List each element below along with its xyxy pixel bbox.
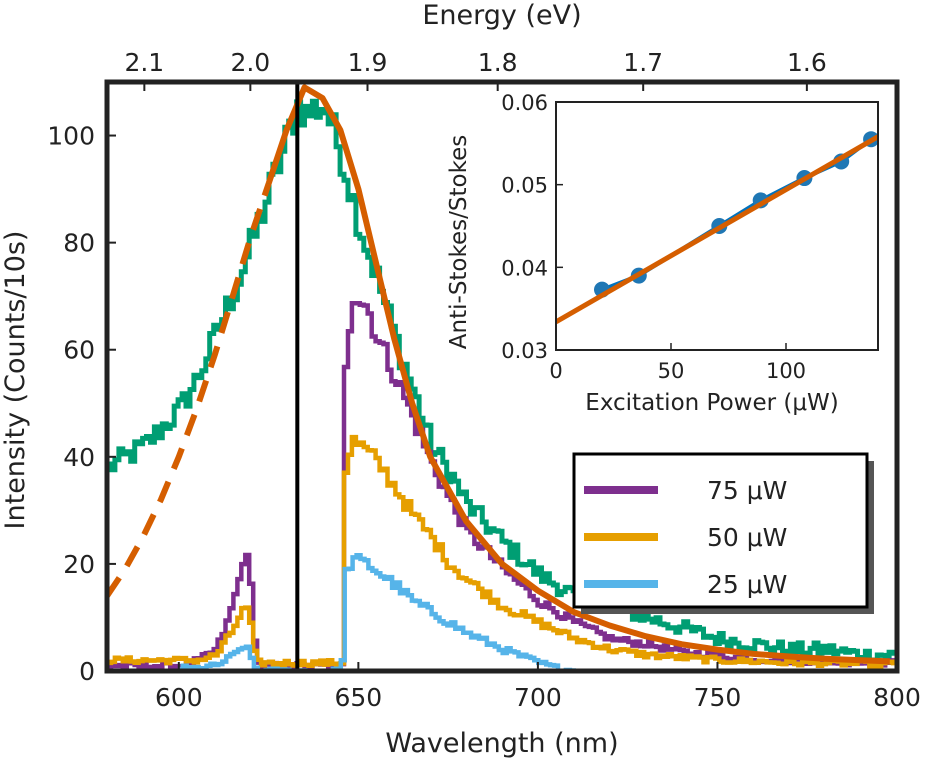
main-y-ticks: 0 20 40 60 80 100 bbox=[47, 122, 116, 686]
main-x-tick-label: 750 bbox=[694, 683, 742, 712]
inset-plot-frame bbox=[555, 101, 879, 351]
legend-label: 25 μW bbox=[707, 570, 787, 599]
series-series-25uW bbox=[178, 553, 577, 671]
inset-y-tick-label: 0.04 bbox=[501, 256, 548, 280]
main-top-tick-label: 2.0 bbox=[230, 48, 270, 77]
main-series-layer bbox=[107, 84, 897, 671]
main-y-tick-label: 80 bbox=[63, 229, 95, 258]
main-y-tick-label: 60 bbox=[63, 336, 95, 365]
series-fit-solid bbox=[265, 84, 890, 665]
main-x-tick-label: 800 bbox=[873, 683, 921, 712]
main-top-energy-ticks: 2.1 2.0 1.9 1.8 1.7 1.6 bbox=[124, 48, 827, 91]
main-y-tick-label: 0 bbox=[79, 657, 95, 686]
legend-label: 75 μW bbox=[707, 476, 787, 505]
main-x-tick-label: 650 bbox=[335, 683, 383, 712]
inset-fit-line bbox=[556, 134, 878, 325]
inset-x-ticks: 0 50 100 bbox=[549, 343, 806, 383]
main-y-axis-label: Intensity (Counts/10s) bbox=[0, 231, 31, 530]
legend-entries: 75 μW 50 μW 25 μW bbox=[584, 476, 787, 599]
legend-label: 50 μW bbox=[707, 523, 787, 552]
inset-chart: 0 50 100 0.03 0.04 0.05 0.06 Excitation Power… bbox=[446, 91, 879, 416]
main-x-ticks: 600 650 700 750 800 bbox=[155, 662, 921, 712]
legend: 75 μW 50 μW 25 μW bbox=[572, 452, 874, 614]
inset-x-axis-label: Excitation Power (μW) bbox=[585, 390, 838, 416]
main-top-tick-label: 1.8 bbox=[478, 48, 518, 77]
main-top-tick-label: 1.9 bbox=[348, 48, 388, 77]
series-fit-dashed bbox=[107, 182, 272, 598]
inset-x-tick-label: 100 bbox=[766, 359, 806, 383]
series-series-50uW bbox=[107, 434, 897, 670]
inset-y-tick-label: 0.03 bbox=[501, 339, 548, 363]
inset-x-tick-label: 50 bbox=[658, 359, 685, 383]
inset-series-layer bbox=[556, 131, 878, 325]
main-x-tick-label: 700 bbox=[514, 683, 562, 712]
main-x-axis-label: Wavelength (nm) bbox=[385, 728, 618, 759]
main-y-tick-label: 100 bbox=[47, 122, 95, 151]
main-y-tick-label: 40 bbox=[63, 443, 95, 472]
main-plot-frame bbox=[104, 79, 900, 674]
main-top-axis-label: Energy (eV) bbox=[422, 0, 581, 31]
inset-y-tick-label: 0.05 bbox=[501, 174, 548, 198]
main-top-tick-label: 1.6 bbox=[787, 48, 827, 77]
inset-x-tick-label: 0 bbox=[549, 359, 562, 383]
main-top-tick-label: 1.7 bbox=[623, 48, 663, 77]
main-x-tick-label: 600 bbox=[155, 683, 203, 712]
inset-y-ticks: 0.03 0.04 0.05 0.06 bbox=[501, 91, 563, 363]
inset-y-axis-label: Anti-Stokes/Stokes bbox=[446, 135, 472, 349]
main-y-tick-label: 20 bbox=[63, 550, 95, 579]
main-top-tick-label: 2.1 bbox=[124, 48, 164, 77]
inset-y-tick-label: 0.06 bbox=[501, 91, 548, 115]
